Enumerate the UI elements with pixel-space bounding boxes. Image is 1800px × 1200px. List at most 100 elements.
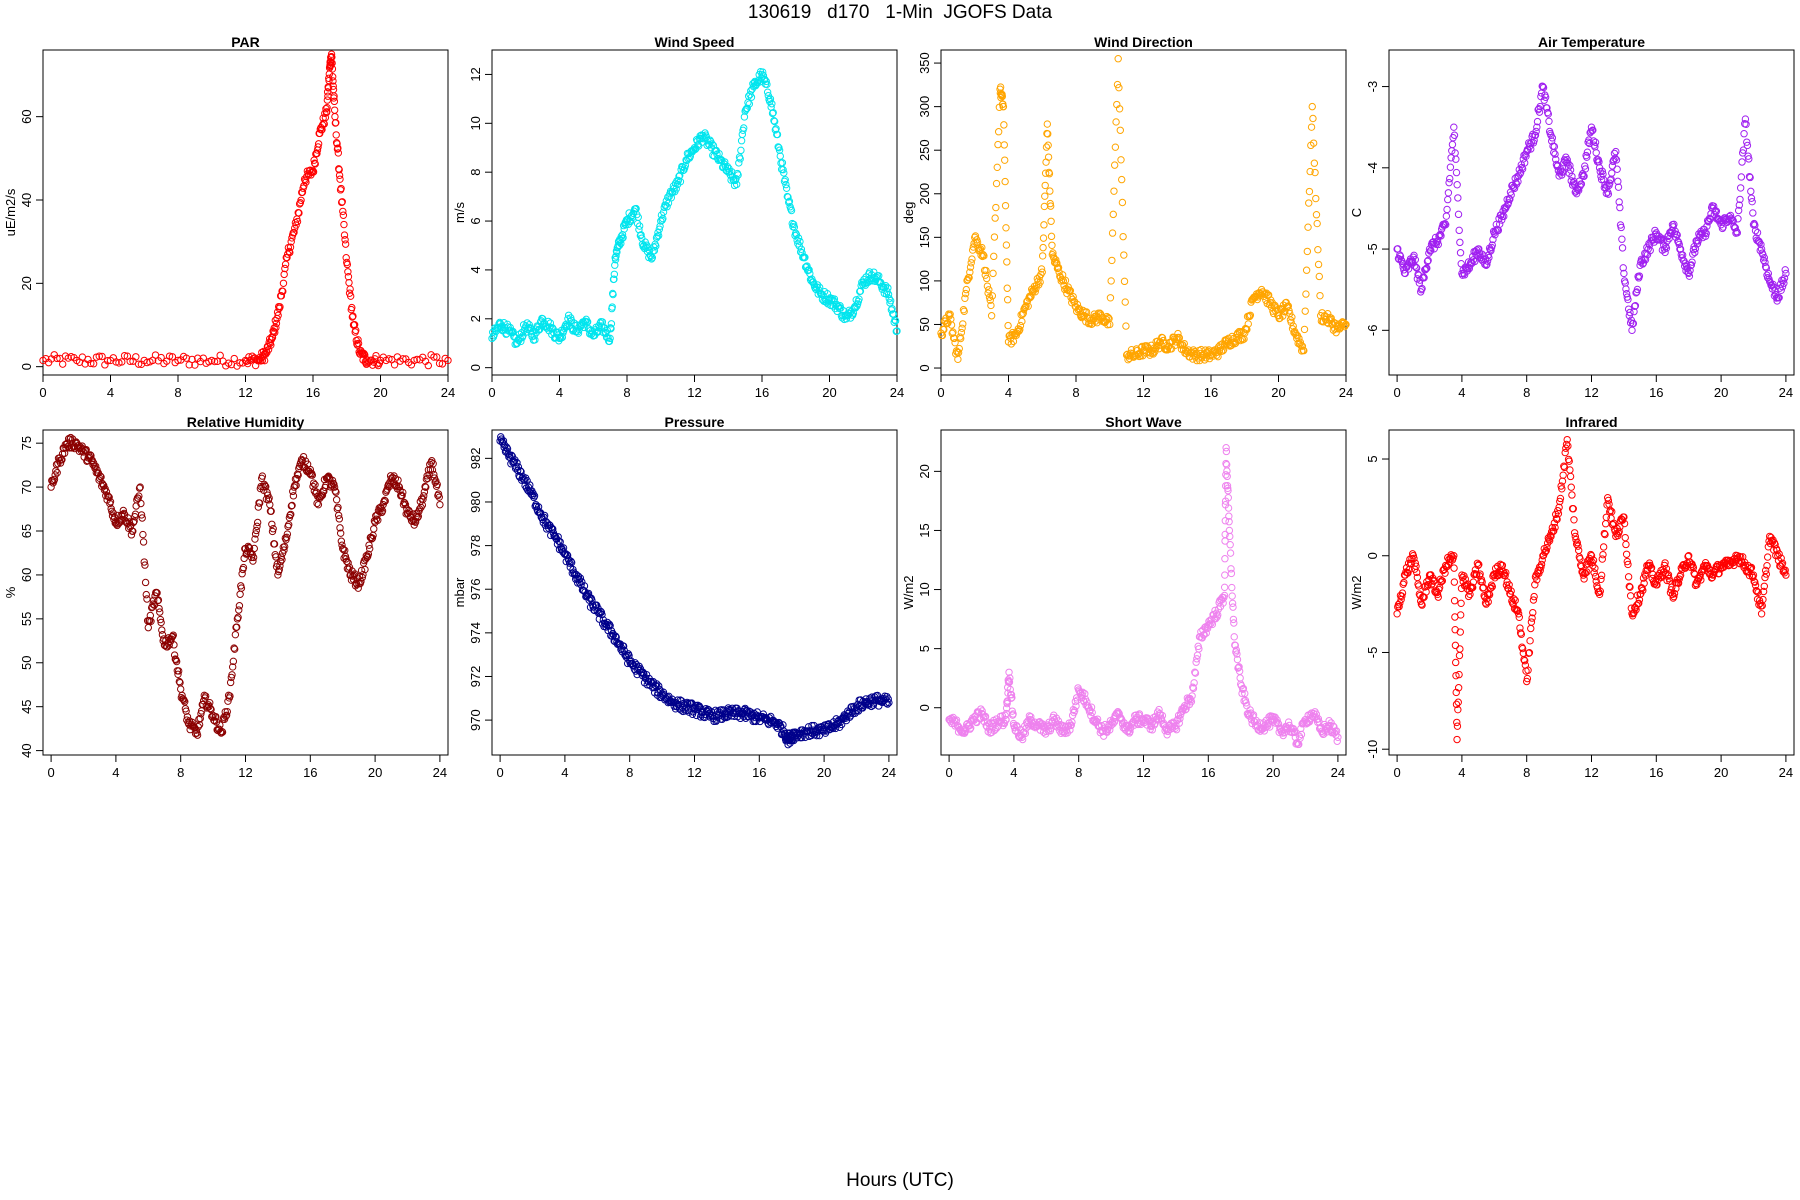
data-point-fill <box>191 361 199 369</box>
data-point-fill <box>343 260 352 269</box>
data-point-fill <box>1742 120 1750 128</box>
data-point-fill <box>1515 613 1523 621</box>
data-point-fill <box>183 713 192 721</box>
data-point-fill <box>1009 337 1018 346</box>
data-point-fill <box>790 223 799 231</box>
data-point <box>327 50 336 58</box>
data-point-fill <box>87 359 95 368</box>
data-point-fill <box>1696 571 1704 580</box>
data-point-fill <box>805 266 813 274</box>
data-point-fill <box>233 623 241 631</box>
data-point-fill <box>129 518 138 527</box>
data-point-fill <box>1476 570 1484 578</box>
data-point-fill <box>612 252 620 260</box>
data-point-fill <box>1232 646 1241 654</box>
data-point-fill <box>1395 602 1403 611</box>
data-point-fill <box>1007 340 1016 348</box>
data-point-fill <box>1306 167 1314 176</box>
data-point-fill <box>1631 302 1639 310</box>
data-point-fill <box>1558 485 1566 493</box>
data-point-fill <box>314 143 322 151</box>
data-point-fill <box>1761 566 1770 575</box>
data-point-fill <box>287 502 296 510</box>
data-point-fill <box>1588 127 1596 135</box>
data-point-fill <box>1222 459 1230 468</box>
x-tick-label: 4 <box>556 385 563 400</box>
data-point-fill <box>1670 589 1679 598</box>
data-point-fill <box>287 510 295 519</box>
data-point-fill <box>1224 494 1232 502</box>
data-point-fill <box>327 61 335 69</box>
data-point-fill <box>794 240 802 248</box>
data-point-fill <box>883 287 891 296</box>
y-axis-label: % <box>3 586 18 598</box>
data-point-fill <box>1591 138 1600 147</box>
data-point-fill <box>205 358 213 366</box>
data-point-fill <box>1574 546 1583 555</box>
data-point-fill <box>1020 304 1029 312</box>
data-point-fill <box>210 717 219 725</box>
data-point-fill <box>999 102 1007 111</box>
y-tick-label: -3 <box>1365 81 1380 93</box>
x-tick-label: 24 <box>441 385 455 400</box>
data-point-fill <box>154 597 162 605</box>
data-point-fill <box>251 530 260 538</box>
data-point-fill <box>1126 727 1134 736</box>
data-point-fill <box>207 705 215 714</box>
data-point-fill <box>210 357 219 366</box>
data-point-fill <box>1624 573 1633 581</box>
data-point-fill <box>1115 105 1124 113</box>
data-point-fill <box>1541 547 1550 555</box>
data-point-fill <box>1226 541 1234 549</box>
data-point-fill <box>1220 593 1228 602</box>
data-point-fill <box>732 175 740 183</box>
data-point-fill <box>168 353 177 361</box>
data-point-fill <box>1564 442 1572 450</box>
data-point-fill <box>1312 710 1321 718</box>
data-point-fill <box>1621 533 1629 542</box>
data-point-fill <box>156 608 164 616</box>
data-point-fill <box>1751 578 1759 586</box>
data-point-fill <box>1484 598 1492 606</box>
data-point-fill <box>176 678 184 687</box>
data-point-fill <box>619 234 627 242</box>
plot-frame <box>42 49 449 376</box>
data-point-fill <box>129 527 137 535</box>
data-point-fill <box>1044 130 1052 138</box>
data-point-fill <box>364 550 373 558</box>
data-point-fill <box>385 355 393 363</box>
data-point-fill <box>399 355 407 363</box>
data-point-fill <box>958 324 966 332</box>
data-point-fill <box>784 193 792 201</box>
data-point-fill <box>236 359 244 367</box>
y-tick-label: 10 <box>917 582 932 596</box>
data-point-fill <box>1471 566 1480 574</box>
data-point-fill <box>143 595 151 603</box>
data-point-fill <box>1108 229 1117 237</box>
data-point-fill <box>513 466 522 475</box>
x-tick-label: 24 <box>882 765 896 780</box>
data-point-fill <box>1052 256 1060 264</box>
data-point-fill <box>1235 663 1243 671</box>
data-point-fill <box>1115 83 1123 92</box>
data-point-fill <box>1279 312 1287 320</box>
data-point-fill <box>1456 249 1465 257</box>
data-point-fill <box>206 704 215 713</box>
data-point-fill <box>1187 697 1196 706</box>
y-tick-label: 60 <box>19 109 34 123</box>
data-point-fill <box>1570 177 1578 186</box>
data-point-fill <box>1746 173 1754 182</box>
data-point-fill <box>1751 226 1760 235</box>
data-point-fill <box>1569 505 1577 513</box>
data-point-fill <box>254 503 263 511</box>
data-point-fill <box>861 700 869 708</box>
data-point-fill <box>1600 529 1609 538</box>
x-tick-label: 8 <box>1072 385 1079 400</box>
data-point-fill <box>1041 169 1050 177</box>
data-point-fill <box>1104 313 1113 322</box>
data-point-fill <box>1757 240 1765 249</box>
y-tick-label: 8 <box>468 169 483 176</box>
data-point-fill <box>50 475 59 484</box>
data-point-fill <box>335 166 343 174</box>
data-point-fill <box>745 100 754 108</box>
